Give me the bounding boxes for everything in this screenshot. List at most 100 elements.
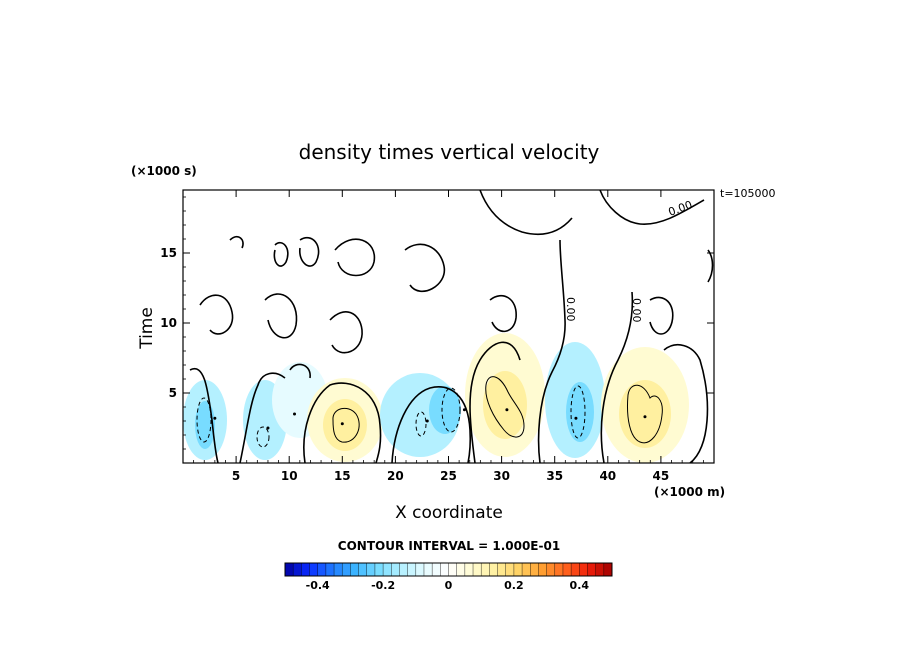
colorbar-swatch <box>317 563 327 576</box>
zero-contour-line <box>303 382 382 464</box>
negative-contour-line <box>441 387 461 433</box>
x-tick-label: 15 <box>334 469 351 483</box>
colorbar-tick-label: 0 <box>445 579 453 592</box>
colorbar-tick-label: -0.2 <box>371 579 395 592</box>
zero-contour-line <box>391 386 472 464</box>
extremum-point <box>643 415 647 419</box>
x-axis-title: X coordinate <box>395 503 503 523</box>
extremum-point <box>505 408 509 412</box>
positive-contours <box>332 376 663 444</box>
x-axis: 5 10 15 20 25 30 35 40 45 <box>193 190 704 483</box>
colorbar-swatch <box>505 563 515 576</box>
colorbar-swatch <box>456 563 466 576</box>
colorbar-swatch <box>374 563 384 576</box>
negative-contour-line <box>256 426 270 448</box>
colorbar-swatch <box>407 563 417 576</box>
colorbar-swatch <box>554 563 564 576</box>
colorbar-swatch <box>432 563 441 576</box>
negative-contours <box>196 385 586 448</box>
colorbar-swatch <box>383 563 392 576</box>
x-tick-label: 25 <box>440 469 457 483</box>
colorbar-swatch <box>522 563 531 576</box>
y-tick-label: 15 <box>160 246 177 260</box>
chart-title: density times vertical velocity <box>299 140 600 164</box>
zero-contour-line <box>229 235 244 249</box>
zero-contour-line <box>199 294 234 335</box>
colorbar-swatch <box>342 563 351 576</box>
colorbar-tick-label: 0.4 <box>570 579 590 592</box>
contour-interval-label: CONTOUR INTERVAL = 1.000E-01 <box>338 539 560 553</box>
y-unit-label: (×1000 s) <box>131 164 197 178</box>
zero-contour-line <box>537 239 566 464</box>
time-stamp: t=105000 <box>720 187 776 200</box>
y-tick-label: 5 <box>169 386 177 400</box>
colorbar-swatch <box>538 563 547 576</box>
extremum-point <box>425 419 429 423</box>
colorbar-swatch <box>423 563 433 576</box>
contour-labels: 0.00 0.00 0.00 <box>564 198 694 322</box>
y-axis: 5 10 15 <box>160 196 714 450</box>
colorbar-swatch <box>285 563 294 576</box>
zero-contour-line <box>273 241 289 267</box>
colorbar-swatch <box>595 563 605 576</box>
x-tick-label: 40 <box>599 469 616 483</box>
colorbar-frame <box>284 562 613 577</box>
feature-markers <box>213 408 647 430</box>
colorbar-swatch <box>497 563 507 576</box>
zero-contour-line <box>479 189 573 236</box>
zero-contour-line <box>189 367 219 464</box>
positive-contour-line <box>485 376 525 438</box>
extremum-point <box>266 426 270 430</box>
colorbar-tick-label: 0.2 <box>504 579 524 592</box>
negative-contour-line <box>196 397 212 443</box>
positive-contour-line <box>332 407 360 443</box>
plot-area: 0.00 0.00 0.00 <box>182 189 715 464</box>
zero-contour-line <box>469 341 521 464</box>
y-axis-title: Time <box>137 307 157 350</box>
colorbar-swatch <box>334 563 343 576</box>
zero-contour-label: 0.00 <box>630 298 643 323</box>
zero-contour-line <box>489 294 517 333</box>
colorbar-swatch <box>325 563 335 576</box>
x-tick-label: 35 <box>546 469 563 483</box>
colorbar-swatch <box>481 563 490 576</box>
colorbar-swatch <box>571 563 580 576</box>
colorbar-swatch <box>399 563 408 576</box>
x-tick-label: 20 <box>387 469 404 483</box>
zero-contour-line <box>600 291 634 464</box>
colorbar-swatch <box>530 563 539 576</box>
zero-contour-line <box>264 293 298 339</box>
x-unit-label: (×1000 m) <box>654 485 725 499</box>
zero-contours <box>189 189 714 464</box>
colorbar-swatch <box>309 563 318 576</box>
extremum-point <box>462 408 466 412</box>
colorbar-swatch <box>603 563 613 576</box>
x-tick-label: 45 <box>653 469 670 483</box>
zero-contour-line <box>334 238 376 277</box>
colorbar-swatch <box>546 563 556 576</box>
colorbar-swatch <box>579 563 588 576</box>
zero-contour-line <box>707 249 714 283</box>
extremum-point <box>340 422 344 426</box>
colorbar-swatch <box>448 563 457 576</box>
extremum-point <box>213 416 217 420</box>
colorbar-swatch <box>562 563 572 576</box>
x-tick-label: 10 <box>281 469 298 483</box>
colorbar-swatch <box>464 563 474 576</box>
zero-contour-line <box>404 243 446 292</box>
x-tick-label: 5 <box>232 469 240 483</box>
colorbar: -0.4 -0.2 0 0.2 0.4 <box>284 562 613 592</box>
colorbar-swatch <box>391 563 400 576</box>
colorbar-swatch <box>301 563 310 576</box>
negative-contour-line <box>415 411 427 437</box>
extremum-point <box>293 412 297 416</box>
zero-contour-line <box>289 363 311 379</box>
colorbar-swatch <box>513 563 523 576</box>
zero-contour-label: 0.00 <box>564 297 577 322</box>
colorbar-swatch <box>293 563 302 576</box>
colorbar-tick-label: -0.4 <box>306 579 330 592</box>
negative-contour-line <box>570 385 586 439</box>
extremum-point <box>574 416 578 420</box>
zero-contour-line <box>299 237 320 267</box>
